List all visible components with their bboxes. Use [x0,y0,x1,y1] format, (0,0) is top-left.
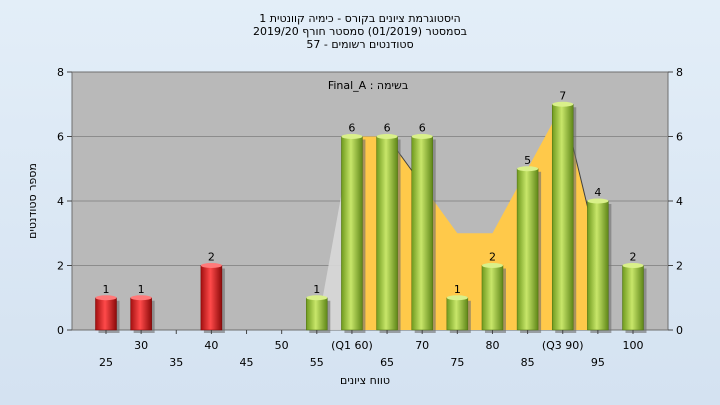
bar-top [130,295,152,301]
bar-top [446,295,468,301]
x-tick-label: 95 [591,356,605,369]
x-tick-label: 100 [623,339,644,352]
bars [95,101,647,333]
x-tick-label: 35 [169,356,183,369]
bar [481,265,504,331]
bar-value-label: 4 [594,186,601,199]
bar [622,265,644,331]
x-tick-label: 55 [310,356,324,369]
bar [551,104,574,331]
bar [587,200,609,331]
y-tick-label: 8 [57,66,64,79]
bar [306,297,328,331]
bar [95,297,117,331]
chart-title-line-2: בסמסטר (01/2019) סמסטר חורף 2019/20 [253,25,467,38]
chart-title: היסטוגרמת ציונים בקורס - כימיה קוונטית 1… [253,12,467,51]
x-tick-label: (Q3 90) [542,339,584,352]
y-tick-label: 4 [57,195,64,208]
bar-value-label: 7 [559,89,566,102]
bar [200,265,223,331]
y-tick-label-right: 8 [676,66,683,79]
bar-top [517,166,539,172]
bar-top [622,263,644,268]
chart-annotation: בשימה : Final_A [328,79,408,92]
bar-value-label: 2 [489,251,496,264]
bar-value-labels: 1 1 2 1 6 6 6 1 2 5 7 4 2 [103,89,637,296]
x-axis: 25 30 35 40 45 50 55 (Q1 60) 65 70 75 80 85 (Q3 90) 95… [99,330,644,369]
bar [341,136,363,331]
x-tick-label: 70 [415,339,429,352]
bar-value-label: 2 [630,251,637,264]
y-tick-label-right: 6 [676,131,683,144]
bar-value-label: 1 [103,283,110,296]
bar-value-label: 6 [384,122,391,135]
bar-top [552,101,574,107]
y-tick-label: 2 [57,260,64,273]
y-axis-left: 0 2 4 6 8 [57,66,72,337]
chart-title-line-1: היסטוגרמת ציונים בקורס - כימיה קוונטית 1 [259,12,460,25]
bar-top [200,263,222,268]
x-tick-label: 65 [380,356,394,369]
bar-top [411,134,433,139]
bar [130,297,152,331]
bar-top [306,295,328,301]
bar [411,136,433,331]
bar-top [481,263,503,268]
x-tick-label: 25 [99,356,113,369]
y-tick-label-right: 2 [676,260,683,273]
y-tick-label-right: 4 [676,195,683,208]
bar-value-label: 1 [454,283,461,296]
bar-value-label: 5 [524,154,531,167]
bar-top [587,198,609,204]
x-tick-label: 80 [485,339,499,352]
bar [446,297,469,331]
x-tick-label: 85 [521,356,535,369]
bar-top [376,134,398,139]
bar-value-label: 1 [138,283,145,296]
bar [516,168,539,331]
x-tick-label: 45 [240,356,254,369]
bar-top [95,295,117,301]
x-tick-label: 75 [450,356,464,369]
bar-value-label: 6 [348,122,355,135]
y-tick-label: 0 [57,324,64,337]
x-axis-label: טווח ציונים [340,374,390,387]
bar-value-label: 1 [313,283,320,296]
y-tick-label: 6 [57,131,64,144]
x-tick-label: 40 [204,339,218,352]
x-tick-label: 30 [134,339,148,352]
chart-title-line-3: סטודנטים רשומים - 57 [306,38,413,51]
bar [376,136,398,331]
bar-value-label: 2 [208,251,215,264]
bar-value-label: 6 [419,122,426,135]
bar-top [341,134,363,139]
y-axis-label: מספר סטודנטים [26,163,39,239]
x-tick-label: (Q1 60) [331,339,373,352]
x-tick-label: 50 [275,339,289,352]
y-tick-label-right: 0 [676,324,683,337]
y-axis-right: 0 2 4 6 8 [668,66,683,337]
